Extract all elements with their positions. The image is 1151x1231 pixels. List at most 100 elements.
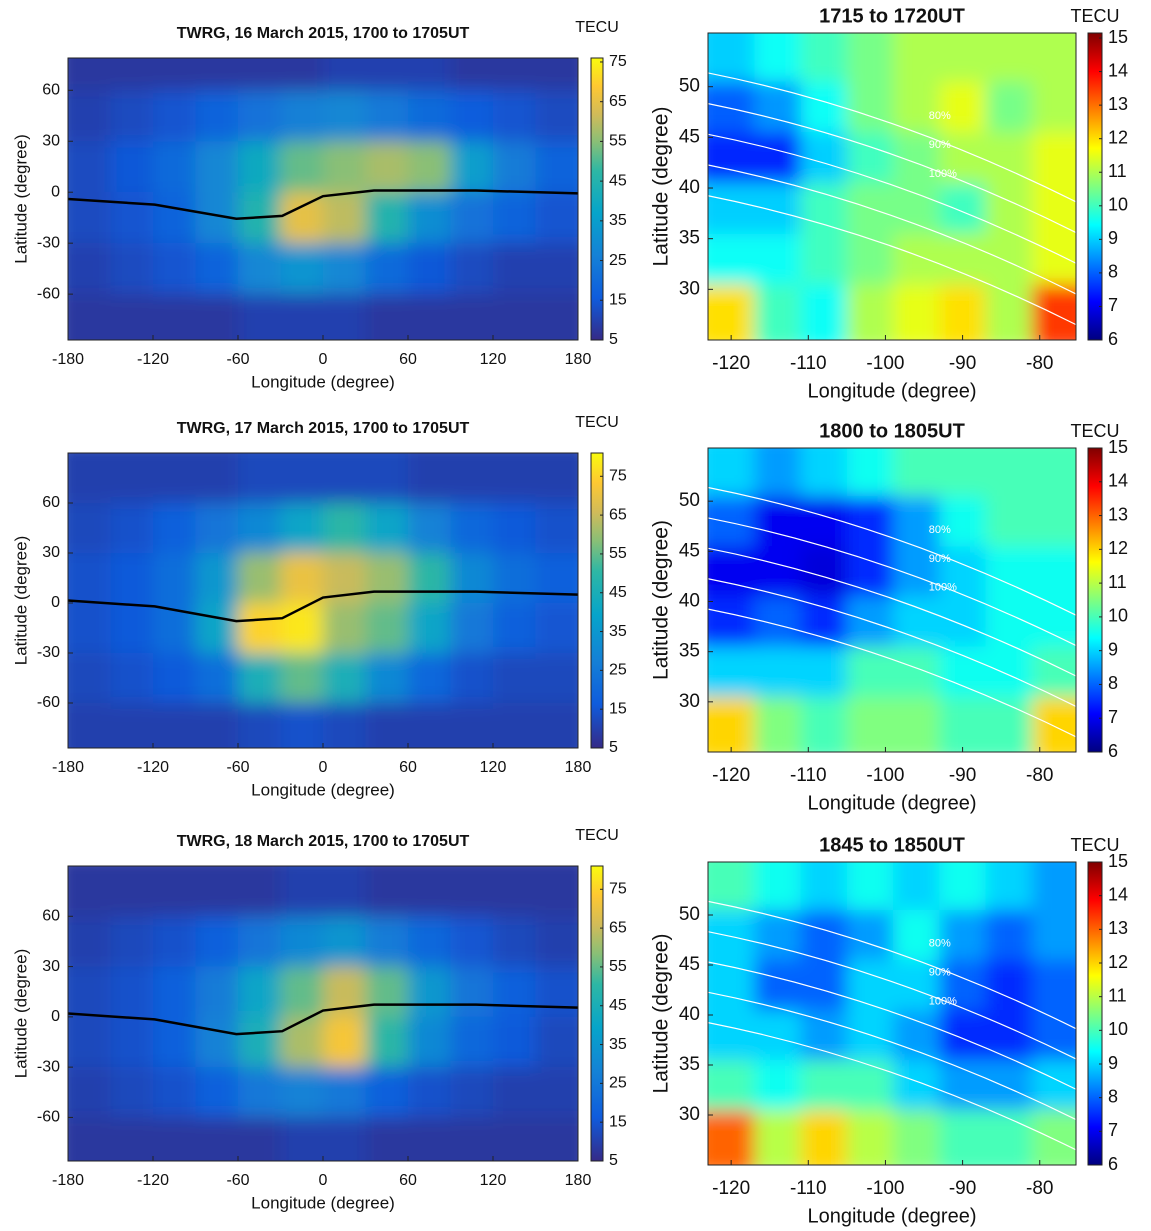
heat-cell: [408, 703, 451, 748]
heat-cell: [535, 243, 578, 295]
heat-cell: [535, 553, 578, 604]
heat-cell: [323, 1117, 366, 1161]
heat-cell: [238, 1067, 281, 1118]
colorbar-tick-label: 10: [1108, 606, 1128, 626]
heat-cell: [754, 448, 802, 497]
heat-cell: [408, 916, 451, 968]
heat-cell: [493, 192, 536, 244]
heat-cell: [323, 141, 366, 193]
magnetic-equator: [68, 1003, 578, 1036]
heat-cell: [110, 1067, 154, 1118]
heat-cell: [450, 90, 494, 142]
heat-cell: [68, 603, 111, 654]
contour-label: 80%: [929, 524, 951, 536]
heat-cell: [323, 653, 366, 704]
heat-cell: [195, 58, 239, 91]
heat-cell: [408, 192, 451, 244]
heat-cell: [365, 966, 409, 1018]
heat-cell: [153, 553, 196, 604]
heat-cell: [408, 1016, 451, 1068]
colorbar-label: TECU: [1071, 6, 1120, 26]
heat-cell: [280, 703, 324, 748]
colorbar-tick-label: 11: [1108, 985, 1127, 1005]
obscuration-contour: [708, 103, 1076, 234]
heat-cell: [365, 653, 409, 704]
heat-cell: [195, 1067, 239, 1118]
x-tick-label: -180: [52, 351, 84, 368]
heat-cell: [408, 1067, 451, 1118]
heat-cell: [893, 1110, 940, 1165]
heat-cell: [708, 696, 755, 752]
heat-cell: [754, 1110, 802, 1165]
colorbar-tick-label: 5: [609, 739, 618, 756]
colorbar-tick-label: 25: [609, 662, 627, 679]
obscuration-contour: [708, 133, 1076, 264]
heat-cell: [535, 603, 578, 654]
plot-area: [68, 866, 578, 1161]
obscuration-contour: [708, 486, 1076, 616]
colorbar-tick-label: 15: [609, 700, 627, 717]
heat-cell: [68, 503, 111, 554]
x-tick-label: -60: [226, 759, 249, 776]
colorbar-tick-label: 9: [1108, 228, 1118, 248]
obscuration-contour: [708, 195, 1076, 326]
y-tick-label: 40: [679, 177, 700, 198]
heat-cell: [800, 596, 848, 648]
heat-cell: [195, 703, 239, 748]
heat-cell: [153, 1117, 196, 1161]
heat-cell: [153, 453, 196, 504]
heat-cell: [1032, 448, 1076, 497]
heat-cell: [985, 646, 1033, 698]
heat-cell: [939, 646, 987, 698]
x-tick-label: -110: [790, 765, 827, 786]
x-tick-label: -90: [949, 353, 976, 374]
heat-cell: [1032, 81, 1076, 133]
colorbar: [1087, 447, 1103, 753]
heat-cell: [535, 294, 578, 340]
colorbar-tick-label: 75: [609, 53, 627, 70]
x-tick-label: -60: [226, 1172, 249, 1189]
heat-cell: [493, 453, 536, 504]
heat-cell: [280, 916, 324, 968]
heat-cell: [68, 966, 111, 1018]
chart-title: 1715 to 1720UT: [819, 5, 965, 27]
colorbar-label: TECU: [575, 19, 619, 36]
heat-cell: [238, 1117, 281, 1161]
heat-cell: [1032, 33, 1076, 83]
obscuration-contour: [708, 72, 1076, 203]
heat-cell: [450, 653, 494, 704]
x-tick-label: 120: [480, 759, 507, 776]
heat-cell: [1032, 132, 1076, 184]
heat-cell: [535, 966, 578, 1018]
heat-cell: [365, 603, 409, 654]
heat-cell: [893, 81, 940, 133]
contour-label: 100%: [929, 168, 957, 180]
heat-cell: [985, 33, 1033, 83]
heat-cell: [893, 862, 940, 911]
heat-cell: [450, 916, 494, 968]
magnetic-equator: [68, 590, 578, 623]
heat-cell: [110, 1117, 154, 1161]
heat-cell: [365, 866, 409, 917]
colorbar-tick-label: 11: [1108, 572, 1127, 592]
colorbar-tick-label: 35: [609, 1036, 627, 1053]
heat-cell: [535, 453, 578, 504]
heat-cell: [939, 696, 987, 752]
heat-cell: [110, 916, 154, 968]
heat-cell: [153, 503, 196, 554]
heat-cell: [195, 653, 239, 704]
heat-cell: [408, 243, 451, 295]
heat-cell: [68, 141, 111, 193]
y-tick-label: 60: [42, 908, 60, 925]
heat-cell: [1032, 546, 1076, 597]
x-axis-label: Longitude (degree): [807, 1205, 976, 1227]
x-tick-label: -100: [866, 1178, 904, 1199]
colorbar-label: TECU: [1071, 421, 1120, 441]
heat-cell: [408, 141, 451, 193]
colorbar-tick-label: 8: [1108, 262, 1118, 282]
y-tick-label: -60: [37, 1109, 60, 1126]
heat-cell: [893, 1060, 940, 1111]
heat-cell: [280, 1016, 324, 1068]
heat-cell: [68, 866, 111, 917]
y-tick-label: 50: [679, 904, 700, 925]
